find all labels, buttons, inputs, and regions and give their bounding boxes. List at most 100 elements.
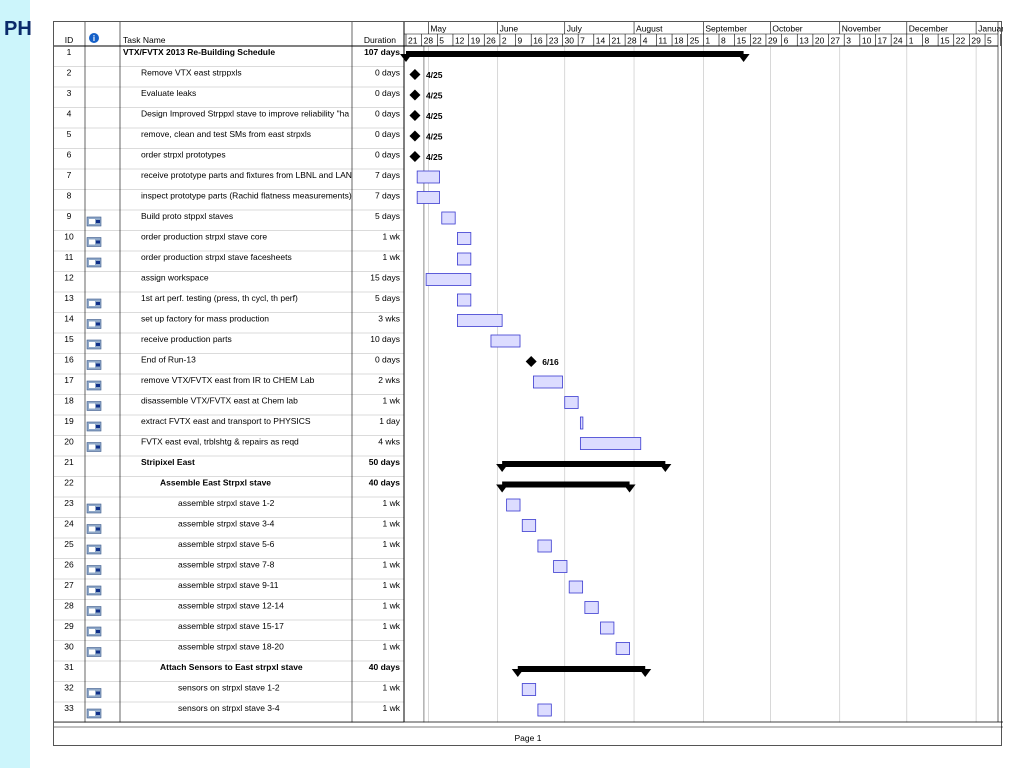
task-calendar-icon-mark — [96, 404, 100, 408]
left-sidebar-strip — [0, 0, 30, 768]
task-id: 30 — [64, 642, 74, 652]
summary-bar-start-cap — [511, 669, 524, 677]
summary-bar-end-cap — [639, 669, 652, 677]
task-id: 3 — [67, 88, 72, 98]
task-bar — [416, 191, 440, 204]
task-calendar-icon-mark — [96, 712, 100, 715]
day-tick-label: 12 — [455, 36, 465, 46]
task-calendar-icon-pane — [89, 403, 95, 409]
day-tick-label: 7 — [580, 36, 585, 46]
task-id: 24 — [64, 519, 74, 529]
milestone-diamond — [409, 130, 421, 142]
day-tick-label: 14 — [596, 36, 606, 46]
task-duration: 1 wk — [383, 252, 401, 262]
task-calendar-icon-pane — [89, 690, 95, 696]
task-calendar-icon-pane — [89, 506, 95, 511]
summary-bar — [517, 666, 646, 672]
task-name: remove VTX/FVTX east from IR to CHEM Lab — [141, 375, 315, 385]
task-id: 6 — [67, 150, 72, 160]
task-id: 8 — [67, 191, 72, 201]
task-id: 7 — [67, 170, 72, 180]
task-id: 10 — [64, 232, 74, 242]
task-duration: 1 wk — [383, 498, 401, 508]
task-calendar-icon-pane — [89, 219, 95, 224]
task-calendar-icon-pane — [89, 301, 95, 306]
task-bar — [579, 416, 584, 430]
milestone-diamond — [409, 89, 421, 101]
task-calendar-icon-mark — [96, 302, 100, 305]
task-bar — [579, 437, 642, 450]
day-tick-label: 21 — [611, 36, 621, 46]
task-duration: 1 wk — [383, 539, 401, 549]
task-calendar-icon-pane — [89, 629, 95, 634]
milestone-diamond — [409, 110, 421, 121]
task-duration: 5 days — [375, 293, 400, 303]
day-tick-label: 16 — [533, 36, 543, 46]
task-name: 1st art perf. testing (press, th cycl, t… — [141, 293, 298, 303]
task-bar — [506, 498, 521, 512]
task-duration: 1 wk — [383, 560, 401, 570]
task-bar — [584, 601, 599, 614]
task-duration: 0 days — [375, 109, 400, 119]
task-id: 15 — [64, 334, 74, 344]
month-label: September — [705, 24, 747, 34]
month-label: October — [772, 24, 802, 34]
column-header-duration: Duration — [364, 35, 396, 45]
milestone-label: 4/25 — [426, 111, 443, 121]
task-calendar-icon-pane — [89, 608, 95, 614]
task-bar — [537, 703, 552, 717]
day-tick-label: 24 — [893, 36, 903, 46]
day-tick-label: 25 — [690, 36, 700, 46]
day-tick-label: 5 — [439, 36, 444, 46]
task-id: 22 — [64, 478, 74, 488]
milestone-diamond — [525, 356, 537, 367]
task-duration: 5 days — [375, 211, 400, 221]
day-tick-label: 4 — [643, 36, 648, 46]
summary-bar-start-cap — [400, 54, 412, 62]
day-tick-label: 6 — [784, 36, 789, 46]
day-tick-label: 8 — [924, 36, 929, 46]
task-bar — [521, 519, 537, 532]
task-calendar-icon-mark — [96, 650, 100, 654]
task-calendar-icon-pane — [89, 342, 95, 347]
summary-bar — [502, 481, 630, 488]
task-bar — [457, 232, 472, 245]
day-tick-label: 3 — [846, 36, 851, 46]
task-name: Build proto stppxl staves — [141, 211, 233, 221]
task-name: VTX/FVTX 2013 Re-Building Schedule — [123, 47, 275, 57]
task-calendar-icon-pane — [89, 526, 95, 532]
task-calendar-icon-mark — [96, 548, 100, 551]
column-header-task-name: Task Name — [123, 35, 166, 45]
task-calendar-icon-mark — [96, 691, 100, 695]
task-bar — [457, 252, 472, 266]
day-tick-label: 15 — [940, 36, 950, 46]
task-id: 20 — [64, 437, 74, 447]
day-tick-label: 1 — [909, 36, 914, 46]
task-duration: 3 wks — [378, 314, 400, 324]
task-name: disassemble VTX/FVTX east at Chem lab — [141, 396, 298, 406]
task-calendar-icon-pane — [89, 424, 95, 429]
task-id: 26 — [64, 560, 74, 570]
task-calendar-icon-pane — [89, 547, 95, 552]
task-calendar-icon-mark — [96, 220, 100, 223]
task-calendar-icon-mark — [96, 261, 100, 264]
task-calendar-icon-mark — [96, 609, 100, 613]
task-duration: 4 wks — [378, 437, 400, 447]
task-calendar-icon-mark — [96, 630, 100, 633]
task-calendar-icon-pane — [89, 567, 95, 573]
task-id: 32 — [64, 683, 74, 693]
task-name: End of Run-13 — [141, 355, 196, 365]
month-label: August — [636, 24, 663, 34]
day-tick-label: 28 — [627, 36, 637, 46]
task-duration: 107 days — [364, 47, 400, 57]
task-name: assign workspace — [141, 273, 209, 283]
task-id: 9 — [67, 211, 72, 221]
task-duration: 0 days — [375, 355, 400, 365]
summary-bar-end-cap — [737, 54, 750, 62]
task-bar — [425, 273, 472, 286]
task-name: order production strpxl stave core — [141, 232, 267, 242]
task-bar — [457, 293, 472, 307]
gantt-chart: May June July August September October Novembe… — [54, 22, 1003, 743]
month-label: May — [430, 24, 447, 34]
task-duration: 1 wk — [383, 232, 401, 242]
